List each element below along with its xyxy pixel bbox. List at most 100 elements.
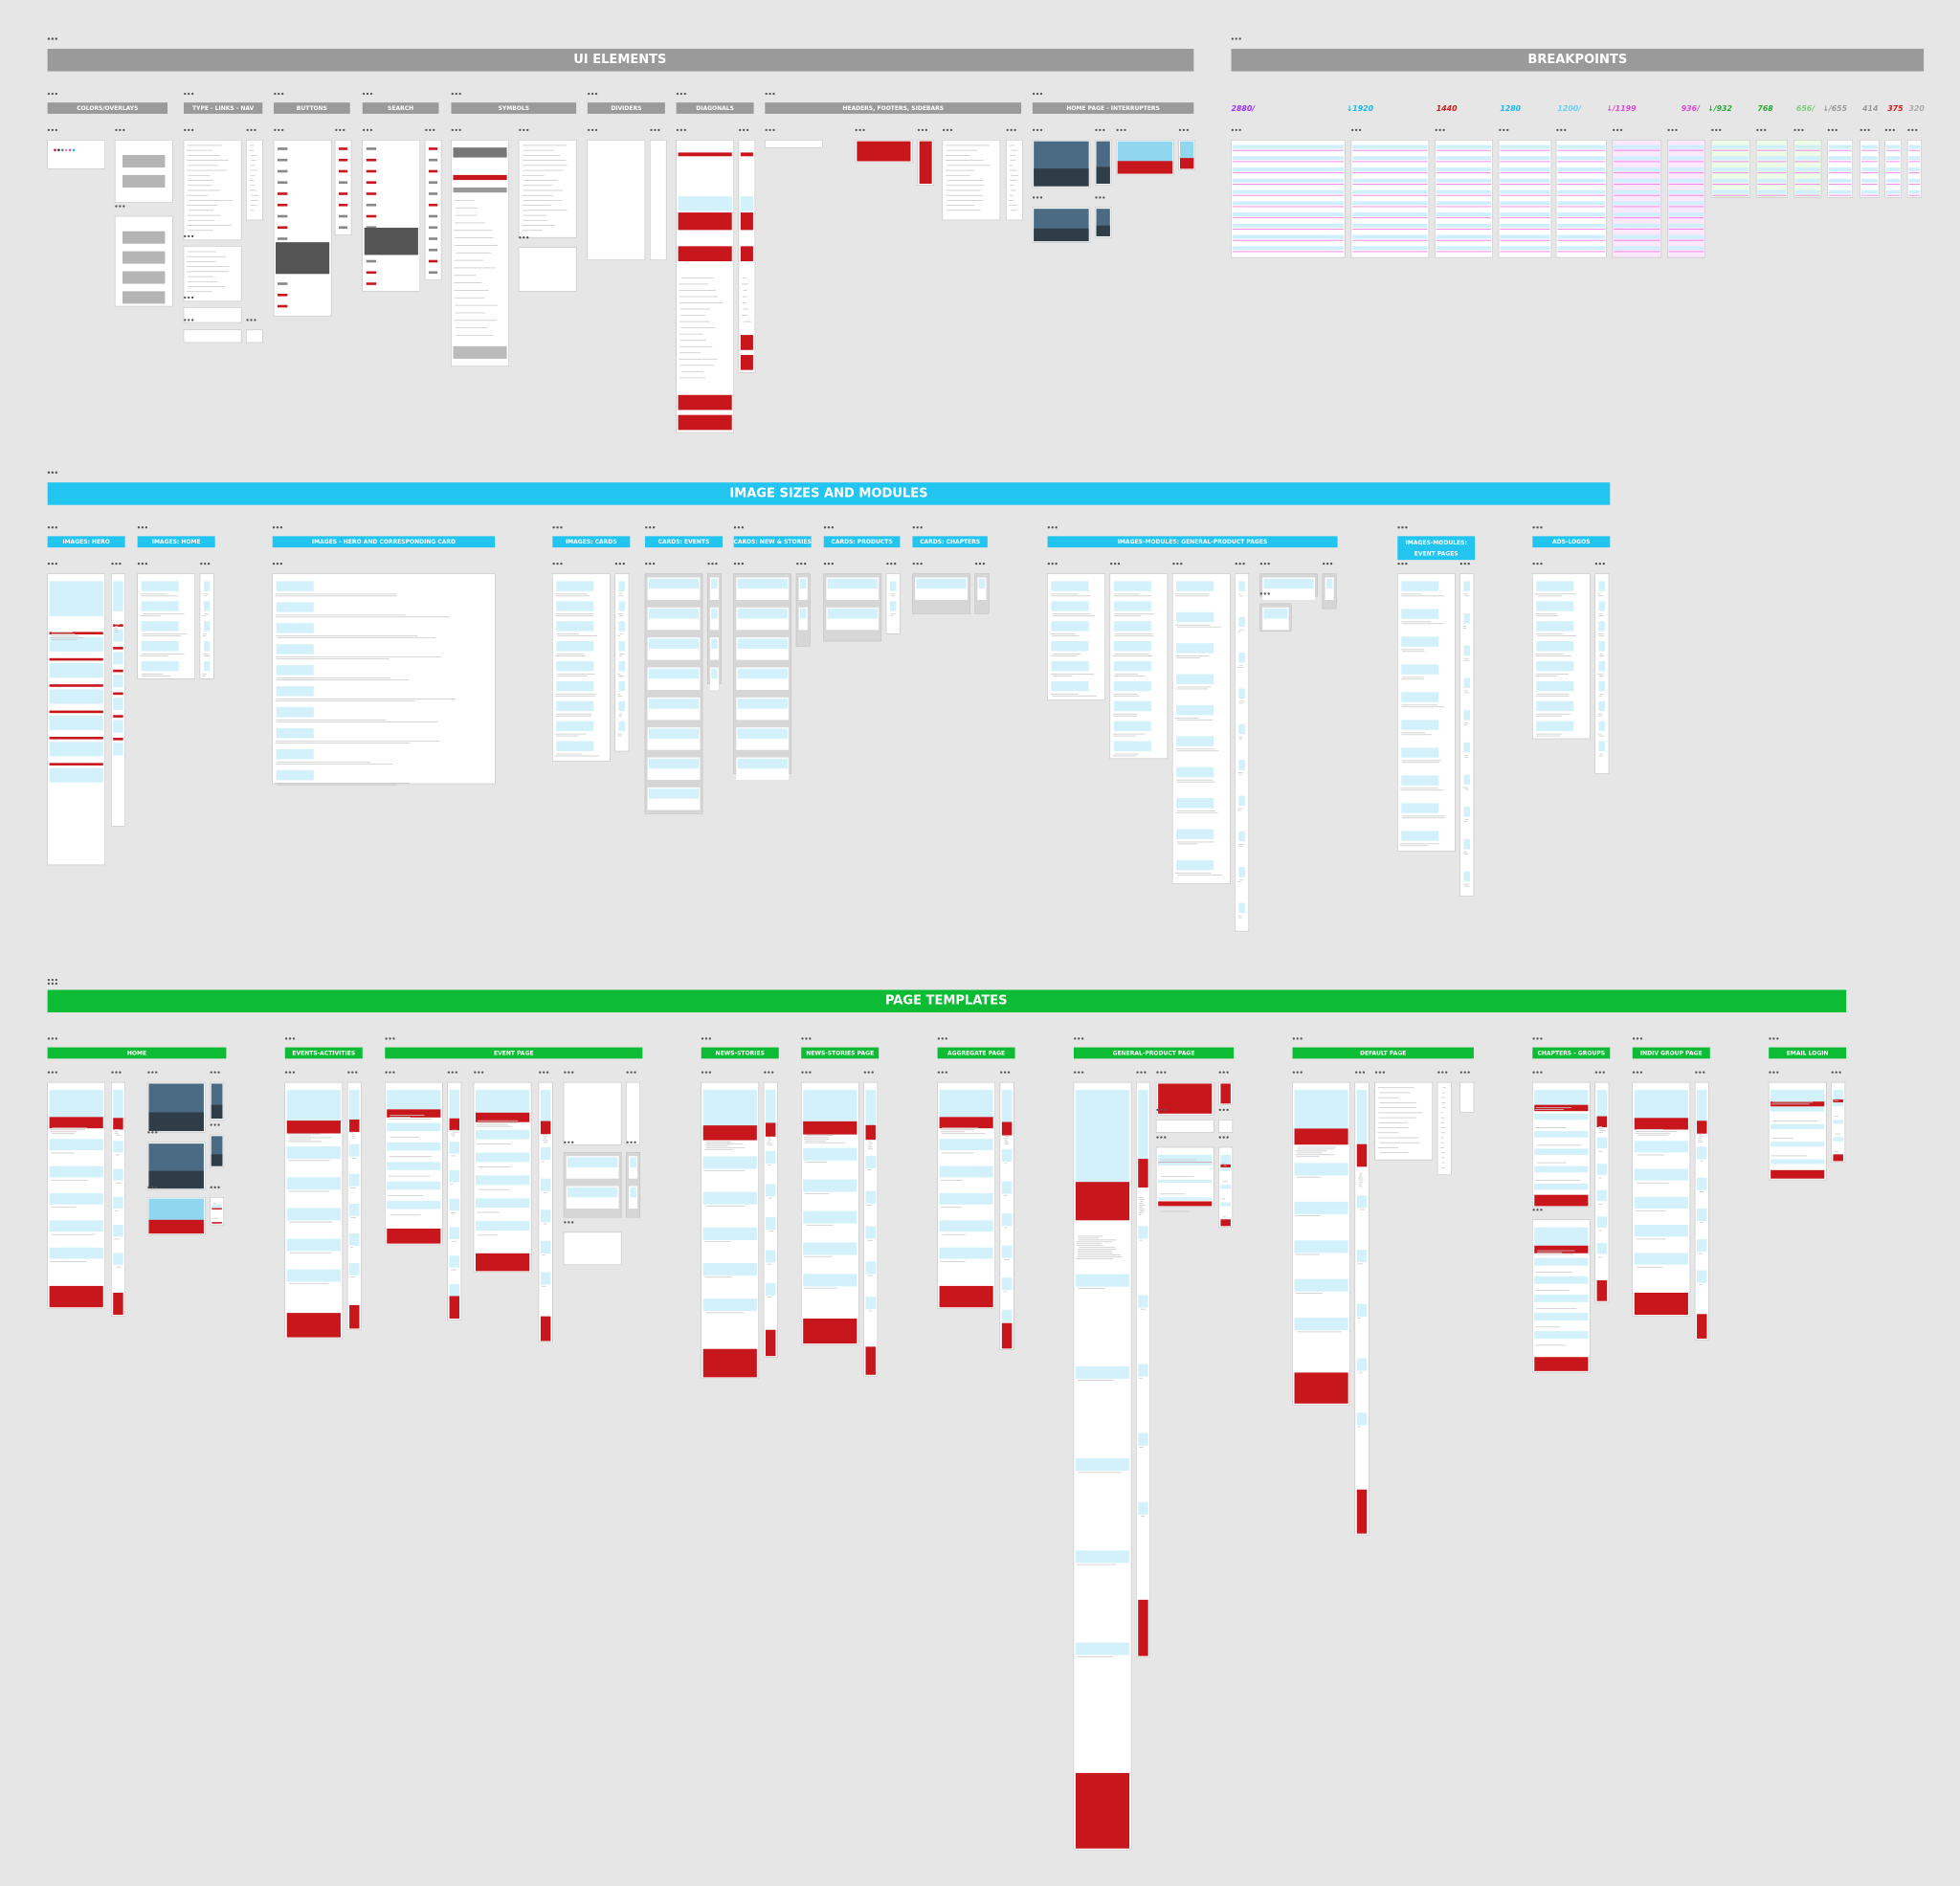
group-label-bar xyxy=(1073,1047,1235,1059)
artboard-menu-dot xyxy=(552,562,555,566)
grid-row xyxy=(1794,178,1820,183)
text-line xyxy=(1295,1154,1335,1156)
artboard-menu-dot xyxy=(768,92,771,96)
group-label-bar xyxy=(1632,1047,1710,1059)
text-line xyxy=(1076,1245,1103,1247)
artboard-menu-dot xyxy=(1358,1071,1362,1074)
artboard-block xyxy=(702,1227,757,1240)
text-line xyxy=(1078,1237,1099,1239)
artboard-menu-dot xyxy=(679,92,683,96)
text-line xyxy=(767,1141,770,1143)
grid-guide xyxy=(1712,149,1749,151)
grid-guide xyxy=(1860,149,1878,151)
text-line xyxy=(476,1123,508,1125)
text-line xyxy=(1537,595,1563,597)
artboard-block xyxy=(49,1165,103,1178)
artboard-block xyxy=(49,763,103,765)
grid-guide xyxy=(1828,149,1852,151)
artboard-menu-dot xyxy=(912,526,915,529)
text-line xyxy=(1535,1180,1581,1181)
photo xyxy=(211,1083,223,1120)
artboard-menu-dot xyxy=(284,1071,288,1074)
grid-row xyxy=(1436,144,1492,149)
text-line xyxy=(804,1140,827,1142)
grid-guide xyxy=(1757,184,1787,185)
text-line xyxy=(1079,1247,1116,1249)
image-placeholder xyxy=(1401,581,1439,591)
image-placeholder xyxy=(141,641,179,652)
text-line xyxy=(1077,1258,1113,1259)
artboard-block xyxy=(1294,1278,1348,1292)
artboard-menu-dot xyxy=(1267,592,1270,595)
artboard-menu-dot xyxy=(389,1037,391,1040)
section-title: IMAGE SIZES AND MODULES xyxy=(729,486,927,500)
text-line xyxy=(556,595,590,597)
artboard-block xyxy=(1697,1314,1707,1339)
text-line xyxy=(1052,654,1081,655)
grid-row xyxy=(1352,212,1428,216)
artboard-menu-dot xyxy=(539,1071,542,1074)
artboard-menu-dot xyxy=(741,562,745,566)
text-line xyxy=(742,277,746,278)
artboard-block xyxy=(1001,1083,1013,1090)
card xyxy=(798,607,808,631)
text-line xyxy=(946,169,975,171)
artboard-menu-dot xyxy=(649,562,652,566)
text-line xyxy=(1011,174,1018,176)
text-line xyxy=(276,763,393,765)
text-line xyxy=(451,1269,457,1271)
text-line xyxy=(1598,695,1602,697)
text-line xyxy=(350,1187,356,1188)
artboard-block xyxy=(1158,1197,1213,1201)
artboard-block xyxy=(387,1109,441,1118)
grid-row xyxy=(1614,156,1660,161)
artboard-menu-dot xyxy=(733,526,737,529)
grid-guide xyxy=(1757,161,1787,163)
section-title: BREAKPOINTS xyxy=(1527,53,1627,67)
text-line xyxy=(941,1152,974,1154)
artboard-menu-dot xyxy=(455,1071,457,1074)
artboard-menu-dot xyxy=(369,128,373,132)
grid-row xyxy=(1500,212,1550,216)
artboard-block xyxy=(449,1142,459,1154)
artboard-menu-dot xyxy=(347,1071,350,1074)
group-label: IMAGES: CARDS xyxy=(566,539,617,545)
artboard-block xyxy=(1833,1083,1843,1088)
artboard-menu-dot xyxy=(715,562,718,566)
image-placeholder xyxy=(1113,601,1151,611)
text-line xyxy=(705,1146,746,1148)
artboard-menu-dot xyxy=(1329,562,1333,566)
image-placeholder xyxy=(556,660,594,672)
button-swatch xyxy=(366,226,377,230)
artboard-menu-dot xyxy=(1218,1071,1221,1074)
artboard-menu-dot xyxy=(119,562,122,566)
text-line xyxy=(523,185,553,187)
text-line xyxy=(1377,1127,1410,1128)
artboard-menu-dot xyxy=(1536,1037,1539,1040)
text-line xyxy=(1159,1193,1186,1195)
artboard-block xyxy=(1697,1208,1707,1222)
text-line xyxy=(1535,675,1557,677)
artboard-block xyxy=(1356,1358,1368,1371)
text-line xyxy=(203,654,209,655)
artboard-menu-dot xyxy=(827,562,831,566)
text-line xyxy=(1077,1655,1114,1657)
artboard-menu-dot xyxy=(571,1071,574,1074)
artboard-menu-dot xyxy=(1176,562,1179,566)
text-line xyxy=(1011,189,1016,191)
artboard-menu-dot xyxy=(871,1071,874,1074)
artboard-menu-dot xyxy=(217,1186,220,1189)
grid-guide xyxy=(1557,161,1606,163)
artboard-menu-dot xyxy=(366,128,369,132)
artboard-menu-dot xyxy=(1078,1071,1080,1074)
text-line xyxy=(289,1135,311,1137)
text-line xyxy=(946,205,974,207)
artboard xyxy=(518,247,577,292)
artboard-menu-dot xyxy=(564,1071,567,1074)
artboard-menu-dot xyxy=(590,92,594,96)
artboard-block xyxy=(1356,1412,1368,1426)
artboard-menu-dot xyxy=(190,319,194,322)
grid-row xyxy=(1557,212,1606,216)
grid-guide xyxy=(1794,149,1820,151)
